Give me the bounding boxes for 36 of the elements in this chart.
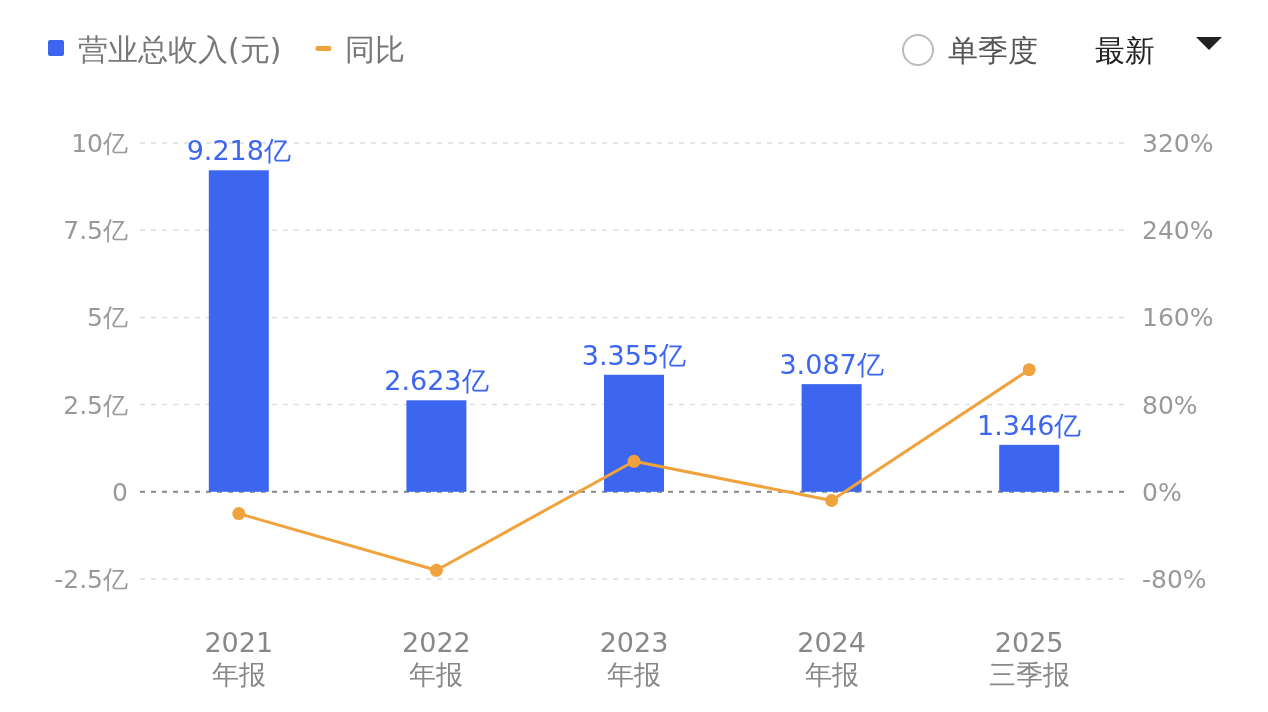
point [627,454,641,468]
point [232,507,246,521]
text: 单季度 [948,33,1038,68]
y2-tick-label: 160% [1142,303,1214,333]
y-tick-label: 5亿 [87,303,128,333]
bar [801,384,862,492]
data-label: 1.346亿 [977,409,1082,441]
x-tick-label: 2025 三季报 [988,627,1070,690]
data-label: 3.355亿 [581,339,687,371]
bar [999,444,1060,492]
text: 最新 [1095,33,1155,68]
y2-tick-label: 240% [1142,216,1214,246]
y-tick-label: 7.5亿 [63,216,128,246]
point [1022,363,1036,377]
bar [208,170,269,492]
bar [604,374,664,492]
y2-tick-label: 0% [1142,477,1182,507]
bar [406,400,467,492]
y-tick-label: 0 [112,477,128,507]
legend-label: 同比 [345,32,406,67]
x-tick-label: 2024 年报 [797,627,866,690]
data-label: 2.623亿 [384,365,489,397]
y-tick-label: -2.5亿 [54,565,128,594]
data-label: 3.087亿 [779,349,884,381]
x-tick-label: 2022 年报 [402,627,471,690]
y-tick-label: 10亿 [71,129,128,158]
y2-tick-label: -80% [1142,565,1207,594]
legend-label: 营业总收入(元) [78,32,282,67]
y2-tick-label: 80% [1142,390,1198,420]
point [825,494,839,508]
y-tick-label: 2.5亿 [63,390,128,420]
y2-tick-label: 320% [1142,129,1214,158]
data-label: 9.218亿 [186,135,291,167]
x-tick-label: 2023 年报 [599,627,669,690]
x-tick-label: 2021 年报 [204,627,274,690]
point [429,563,443,577]
